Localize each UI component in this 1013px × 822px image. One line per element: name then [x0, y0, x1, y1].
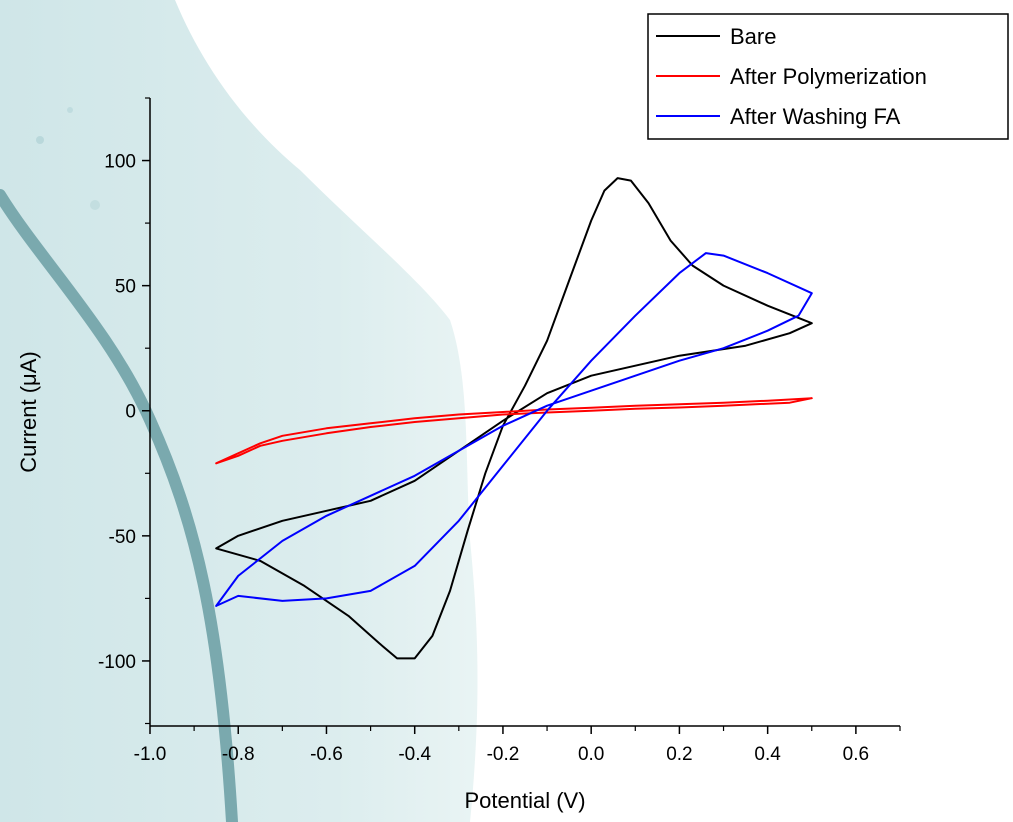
x-tick-label: 0.6: [843, 744, 869, 765]
x-tick-label: 0.4: [754, 744, 781, 765]
x-tick-label: -0.4: [398, 744, 431, 765]
series-line-2: [215, 397, 813, 465]
y-tick-label: -100: [98, 652, 136, 673]
x-ticks: -1.0 -0.8 -0.6 -0.4 -0.2 0.0 0.2 0.4 0.6: [134, 726, 901, 765]
legend-label: After Polymerization: [730, 64, 927, 89]
y-tick-label: 50: [115, 277, 136, 298]
x-tick-label: -0.2: [487, 744, 520, 765]
x-tick-label: 0.0: [578, 744, 604, 765]
series-line-1: [215, 177, 813, 660]
y-tick-label: 0: [125, 402, 136, 423]
teal-brush-stroke: [0, 189, 238, 822]
x-tick-label: 0.2: [666, 744, 692, 765]
x-tick-label: -1.0: [134, 744, 167, 765]
legend-label: After Washing FA: [730, 104, 901, 129]
series-line-3: [215, 252, 813, 607]
y-ticks: -100 -50 0 50 100: [98, 97, 150, 725]
x-axis-title: Potential (V): [464, 788, 585, 813]
legend-label: Bare: [730, 24, 776, 49]
watercolor-spot: [90, 200, 100, 210]
y-axis-title: Current (μA): [16, 351, 41, 472]
x-tick-label: -0.8: [222, 744, 255, 765]
y-tick-label: -50: [109, 527, 136, 548]
watercolor-spot: [36, 136, 44, 144]
legend: Bare After Polymerization After Washing FA: [647, 13, 1009, 140]
watercolor-spot: [67, 107, 73, 113]
x-tick-label: -0.6: [310, 744, 343, 765]
axes: [149, 98, 900, 727]
legend-items: Bare After Polymerization After Washing FA: [656, 24, 927, 129]
y-tick-label: 100: [104, 152, 136, 173]
watercolor-wash: [0, 0, 478, 822]
plot-series: [215, 177, 813, 660]
